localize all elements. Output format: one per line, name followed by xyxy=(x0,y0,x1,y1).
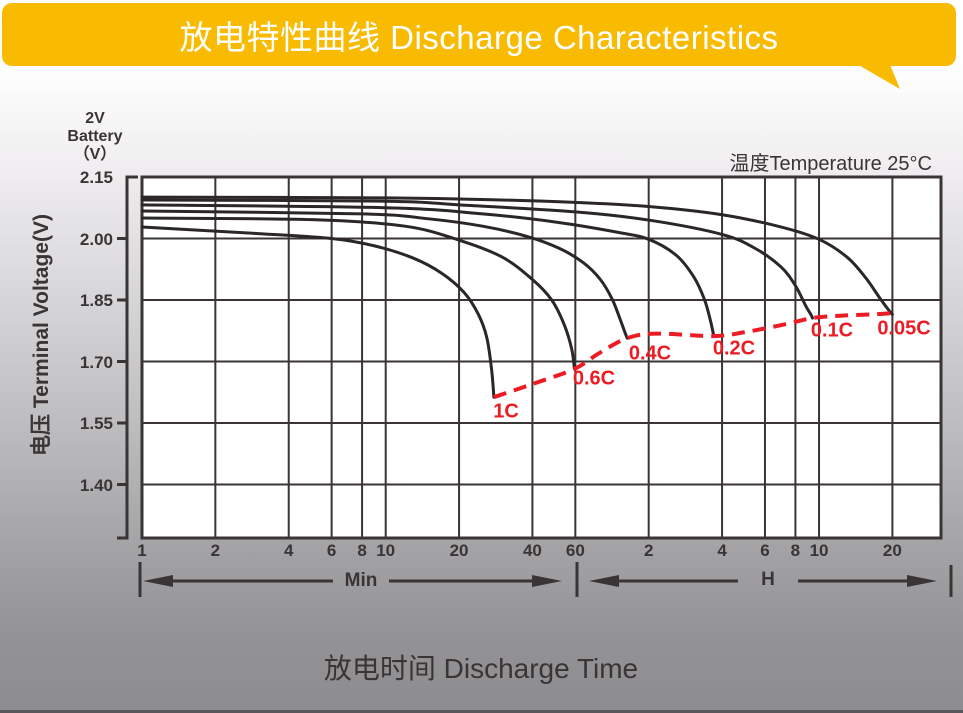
header-banner: 放电特性曲线 Discharge Characteristics xyxy=(2,3,956,66)
x-tick-min-4: 4 xyxy=(283,541,294,560)
x-tick-hour-6: 6 xyxy=(760,541,770,560)
y-tick-1.85: 1.85 xyxy=(79,291,113,310)
x-tick-hour-10: 10 xyxy=(809,541,829,560)
curve-label-0.05C: 0.05C xyxy=(877,317,931,340)
y-tick-2.00: 2.00 xyxy=(79,229,113,249)
x-tick-min-8: 8 xyxy=(357,541,367,560)
y-tick-1.70: 1.70 xyxy=(79,352,113,372)
x-tick-hour-20: 20 xyxy=(882,541,902,560)
x-tick-min-20: 20 xyxy=(449,541,469,560)
temperature-label: 温度Temperature 25°C xyxy=(729,153,932,175)
x-tick-min-2: 2 xyxy=(210,541,221,560)
curve-label-0.4C: 0.4C xyxy=(628,342,672,365)
battery-type-label: 2V Battery （V） xyxy=(52,110,138,164)
curve-label-0.6C: 0.6C xyxy=(572,367,616,390)
x-tick-min-1: 1 xyxy=(137,541,147,560)
x-tick-min-60: 60 xyxy=(565,541,585,560)
minutes-arrow-label: Min xyxy=(344,570,378,591)
y-tick-1.40: 1.40 xyxy=(79,475,113,495)
x-tick-min-6: 6 xyxy=(326,541,337,560)
x-tick-min-40: 40 xyxy=(522,541,542,560)
battery-type-line3: （V） xyxy=(73,146,117,163)
y-axis-title: 电压 Terminal Voltage(V) xyxy=(30,214,53,456)
y-tick-1.55: 1.55 xyxy=(79,414,113,433)
curve-label-1C: 1C xyxy=(493,400,519,423)
x-tick-hour-8: 8 xyxy=(790,541,801,560)
y-tick-2.15: 2.15 xyxy=(79,168,113,187)
page-title: 放电特性曲线 Discharge Characteristics xyxy=(179,18,779,56)
battery-type-line1: 2V xyxy=(85,110,105,127)
battery-type-line2: Battery xyxy=(67,128,123,145)
x-tick-hour-4: 4 xyxy=(717,541,727,560)
x-axis-title: 放电时间 Discharge Time xyxy=(323,653,639,684)
hours-arrow-label: H xyxy=(761,569,775,590)
x-tick-hour-2: 2 xyxy=(643,541,654,560)
x-tick-min-10: 10 xyxy=(376,541,396,560)
curve-label-0.2C: 0.2C xyxy=(712,337,756,360)
curve-label-0.1C: 0.1C xyxy=(810,319,854,342)
bottom-edge-strip xyxy=(0,710,963,713)
